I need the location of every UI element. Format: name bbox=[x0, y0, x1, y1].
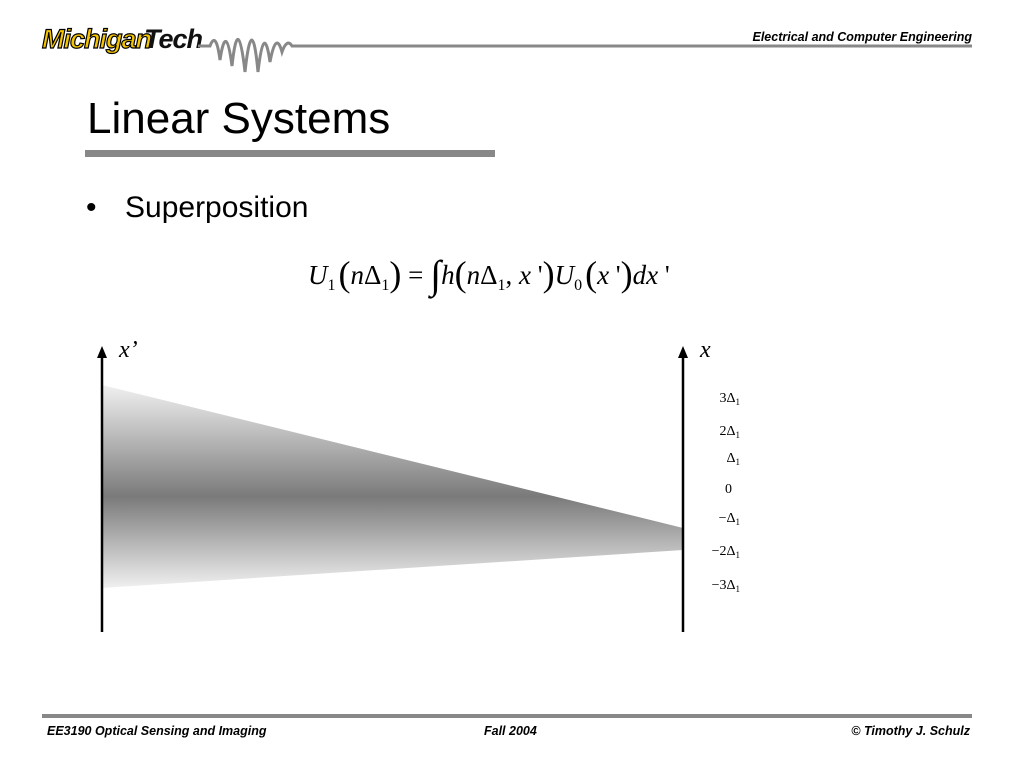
tick-sub: 1 bbox=[736, 517, 741, 527]
eq-token: ' bbox=[531, 260, 543, 290]
bullet-marker: • bbox=[86, 191, 97, 224]
eq-token: x bbox=[596, 260, 609, 290]
department: Electrical and Computer Engineering bbox=[753, 30, 973, 44]
tick-main: −2Δ bbox=[712, 544, 736, 559]
beam bbox=[102, 385, 683, 588]
eq-token: , bbox=[505, 260, 519, 290]
tick-main: Δ bbox=[726, 451, 735, 466]
logo-wave bbox=[198, 38, 972, 73]
eq-token: n bbox=[351, 260, 365, 290]
footer-course: EE3190 Optical Sensing and Imaging bbox=[47, 724, 267, 738]
eq-token: dx bbox=[633, 260, 659, 290]
output-axis-label: x bbox=[699, 337, 711, 363]
tick-sub: 1 bbox=[736, 430, 741, 440]
title-underline bbox=[85, 150, 495, 157]
tick-main: −Δ bbox=[719, 511, 736, 526]
tick-sub: 1 bbox=[736, 584, 741, 594]
tick-main: 0 bbox=[725, 482, 732, 497]
footer-rule bbox=[42, 714, 972, 718]
arrowhead bbox=[97, 346, 107, 358]
bullet-text: Superposition bbox=[125, 191, 308, 224]
tick-label: Δ1 bbox=[726, 451, 740, 467]
tick-label: 0 bbox=[725, 482, 732, 497]
eq-sub: 1 bbox=[328, 277, 336, 294]
eq-token: = bbox=[401, 260, 430, 290]
eq-token: Δ bbox=[480, 260, 497, 290]
eq-token: U bbox=[308, 260, 329, 290]
eq-token: ( bbox=[339, 254, 351, 294]
eq-token: ' bbox=[658, 260, 670, 290]
eq-token: ) bbox=[389, 254, 401, 294]
eq-token: x bbox=[518, 260, 531, 290]
tick-sub: 1 bbox=[736, 457, 741, 467]
tick-main: 3Δ bbox=[719, 391, 735, 406]
arrowhead bbox=[678, 346, 688, 358]
tick-sub: 1 bbox=[736, 550, 741, 560]
eq-sub: 1 bbox=[497, 277, 505, 294]
eq-token: ' bbox=[609, 260, 621, 290]
tick-label: −Δ1 bbox=[719, 511, 740, 527]
tick-label: 3Δ1 bbox=[719, 391, 740, 407]
eq-token: ∫ bbox=[427, 252, 444, 299]
slide-title: Linear Systems bbox=[87, 94, 390, 143]
eq-token: n bbox=[467, 260, 481, 290]
footer-term: Fall 2004 bbox=[484, 724, 537, 738]
eq-token: U bbox=[555, 260, 576, 290]
tick-label: −3Δ1 bbox=[712, 578, 740, 594]
tick-label: 2Δ1 bbox=[719, 424, 740, 440]
eq-token: ) bbox=[621, 254, 633, 294]
tick-label: −2Δ1 bbox=[712, 544, 740, 560]
eq-token: Δ bbox=[364, 260, 381, 290]
eq-token: ( bbox=[455, 254, 467, 294]
footer-author: © Timothy J. Schulz bbox=[851, 724, 970, 738]
input-axis-label: x’ bbox=[118, 337, 138, 363]
tick-sub: 1 bbox=[736, 397, 741, 407]
eq-sub: 0 bbox=[574, 277, 582, 294]
eq-token: h bbox=[441, 260, 455, 290]
logo-michigan: Michigan bbox=[42, 24, 152, 54]
equation: U1(nΔ1) = ∫h(nΔ1, x ')U0(x ')dx ' bbox=[308, 252, 670, 299]
eq-token: ) bbox=[543, 254, 555, 294]
eq-token: ( bbox=[585, 254, 597, 294]
logo-tech: Tech bbox=[144, 24, 203, 54]
eq-sub: 1 bbox=[381, 277, 389, 294]
tick-main: −3Δ bbox=[712, 578, 736, 593]
tick-main: 2Δ bbox=[719, 424, 735, 439]
